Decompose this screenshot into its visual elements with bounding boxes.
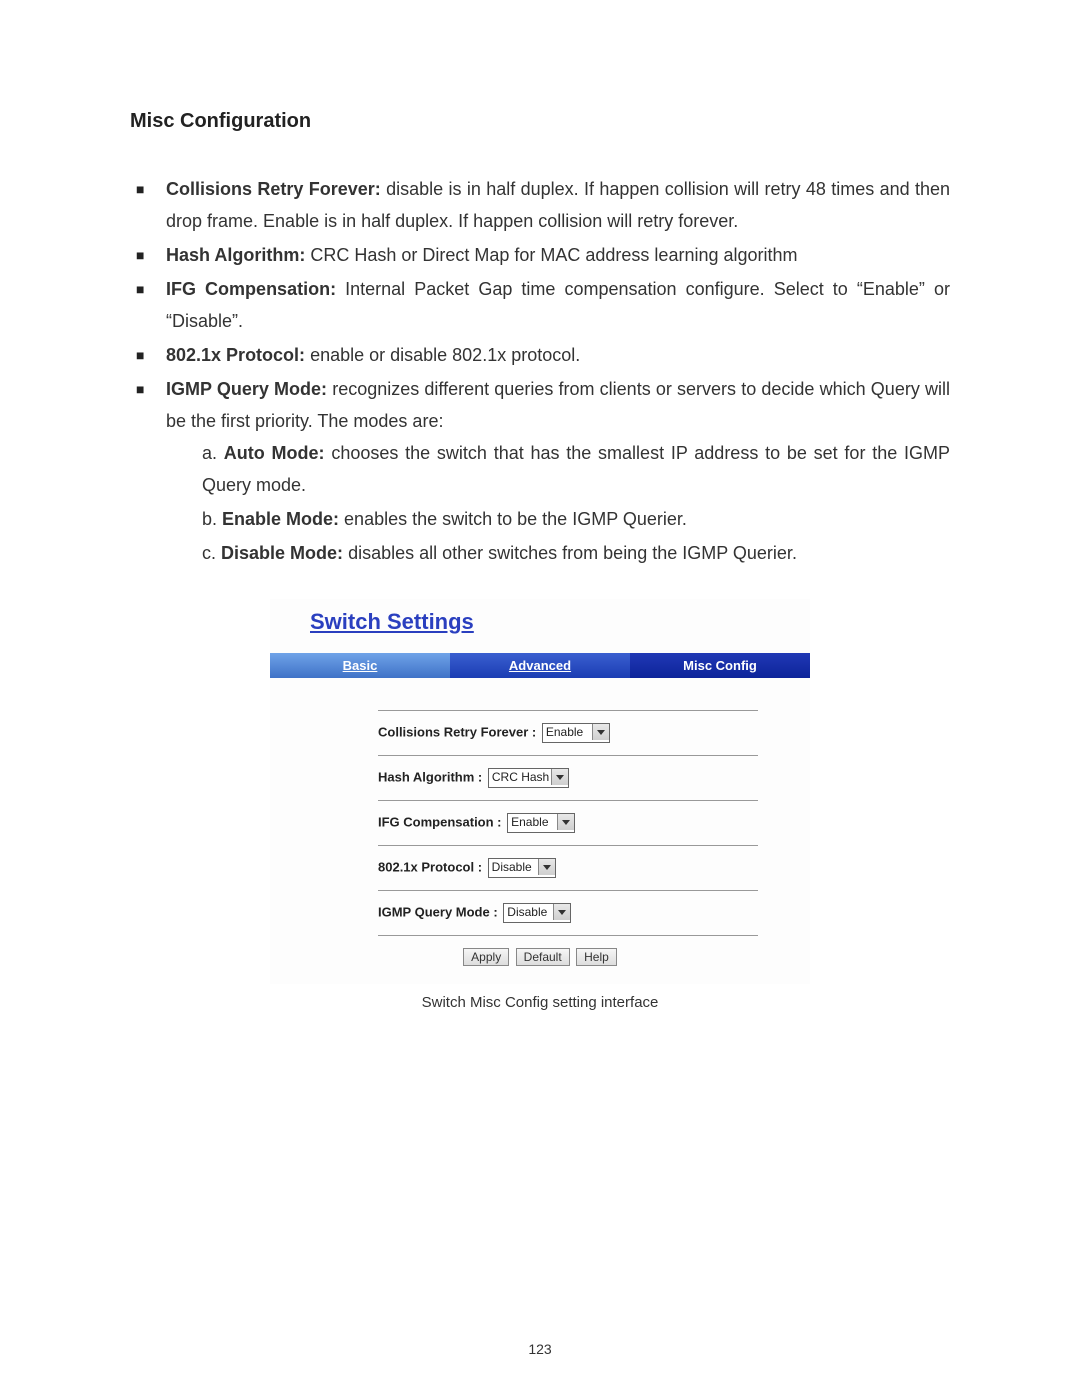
field-label: Collisions Retry Forever : [378,724,536,739]
tab-misc-config[interactable]: Misc Config [630,653,810,678]
page-number: 123 [0,1341,1080,1357]
bullet-list: Collisions Retry Forever: disable is in … [130,173,950,569]
sublist-item: b. Enable Mode: enables the switch to be… [202,503,950,535]
sublist-item: c. Disable Mode: disables all other swit… [202,537,950,569]
sublist-letter: a. [202,443,217,463]
tab-basic[interactable]: Basic [270,653,450,678]
chevron-down-icon [538,859,555,875]
default-button[interactable]: Default [516,948,570,966]
field-label: IFG Compensation : [378,814,502,829]
help-button[interactable]: Help [576,948,617,966]
select-value: Enable [511,814,557,830]
list-item: 802.1x Protocol: enable or disable 802.1… [130,339,950,371]
tab-advanced[interactable]: Advanced [450,653,630,678]
item-label: 802.1x Protocol: [166,345,305,365]
sublist-item: a. Auto Mode: chooses the switch that ha… [202,437,950,501]
item-text: CRC Hash or Direct Map for MAC address l… [305,245,797,265]
tab-bar: Basic Advanced Misc Config [270,653,810,678]
button-row: Apply Default Help [296,936,784,974]
field-ifg-compensation: IFG Compensation : Enable [378,800,758,845]
igmp-query-mode-select[interactable]: Disable [503,903,571,923]
section-title: Misc Configuration [130,110,950,133]
item-text: enable or disable 802.1x protocol. [305,345,580,365]
field-hash-algorithm: Hash Algorithm : CRC Hash [378,755,758,800]
sublist-letter: c. [202,543,216,563]
select-value: Disable [492,859,538,875]
sublist-label: Enable Mode: [222,509,339,529]
field-8021x-protocol: 802.1x Protocol : Disable [378,845,758,890]
sublist-label: Disable Mode: [221,543,343,563]
list-item: Collisions Retry Forever: disable is in … [130,173,950,237]
list-item: IGMP Query Mode: recognizes different qu… [130,373,950,569]
sublist-text: disables all other switches from being t… [343,543,797,563]
field-label: Hash Algorithm : [378,769,482,784]
field-collisions-retry: Collisions Retry Forever : Enable [378,710,758,755]
8021x-protocol-select[interactable]: Disable [488,858,556,878]
chevron-down-icon [557,814,574,830]
item-label: Collisions Retry Forever: [166,179,381,199]
field-igmp-query-mode: IGMP Query Mode : Disable [378,890,758,936]
screenshot-caption: Switch Misc Config setting interface [270,994,810,1011]
hash-algorithm-select[interactable]: CRC Hash [488,768,569,788]
chevron-down-icon [551,769,568,785]
chevron-down-icon [553,904,570,920]
field-label: IGMP Query Mode : [378,904,498,919]
list-item: IFG Compensation: Internal Packet Gap ti… [130,273,950,337]
screenshot-panel: Switch Settings Basic Advanced Misc Conf… [270,599,810,1011]
field-label: 802.1x Protocol : [378,859,482,874]
sublist: a. Auto Mode: chooses the switch that ha… [166,437,950,569]
collisions-retry-select[interactable]: Enable [542,723,610,743]
item-label: IFG Compensation: [166,279,336,299]
sublist-text: enables the switch to be the IGMP Querie… [339,509,687,529]
select-value: Enable [546,724,592,740]
list-item: Hash Algorithm: CRC Hash or Direct Map f… [130,239,950,271]
select-value: CRC Hash [492,769,551,785]
ifg-compensation-select[interactable]: Enable [507,813,575,833]
panel-title: Switch Settings [310,609,474,634]
select-value: Disable [507,904,553,920]
chevron-down-icon [592,724,609,740]
sublist-label: Auto Mode: [224,443,325,463]
item-label: IGMP Query Mode: [166,379,327,399]
sublist-letter: b. [202,509,217,529]
apply-button[interactable]: Apply [463,948,509,966]
item-label: Hash Algorithm: [166,245,305,265]
